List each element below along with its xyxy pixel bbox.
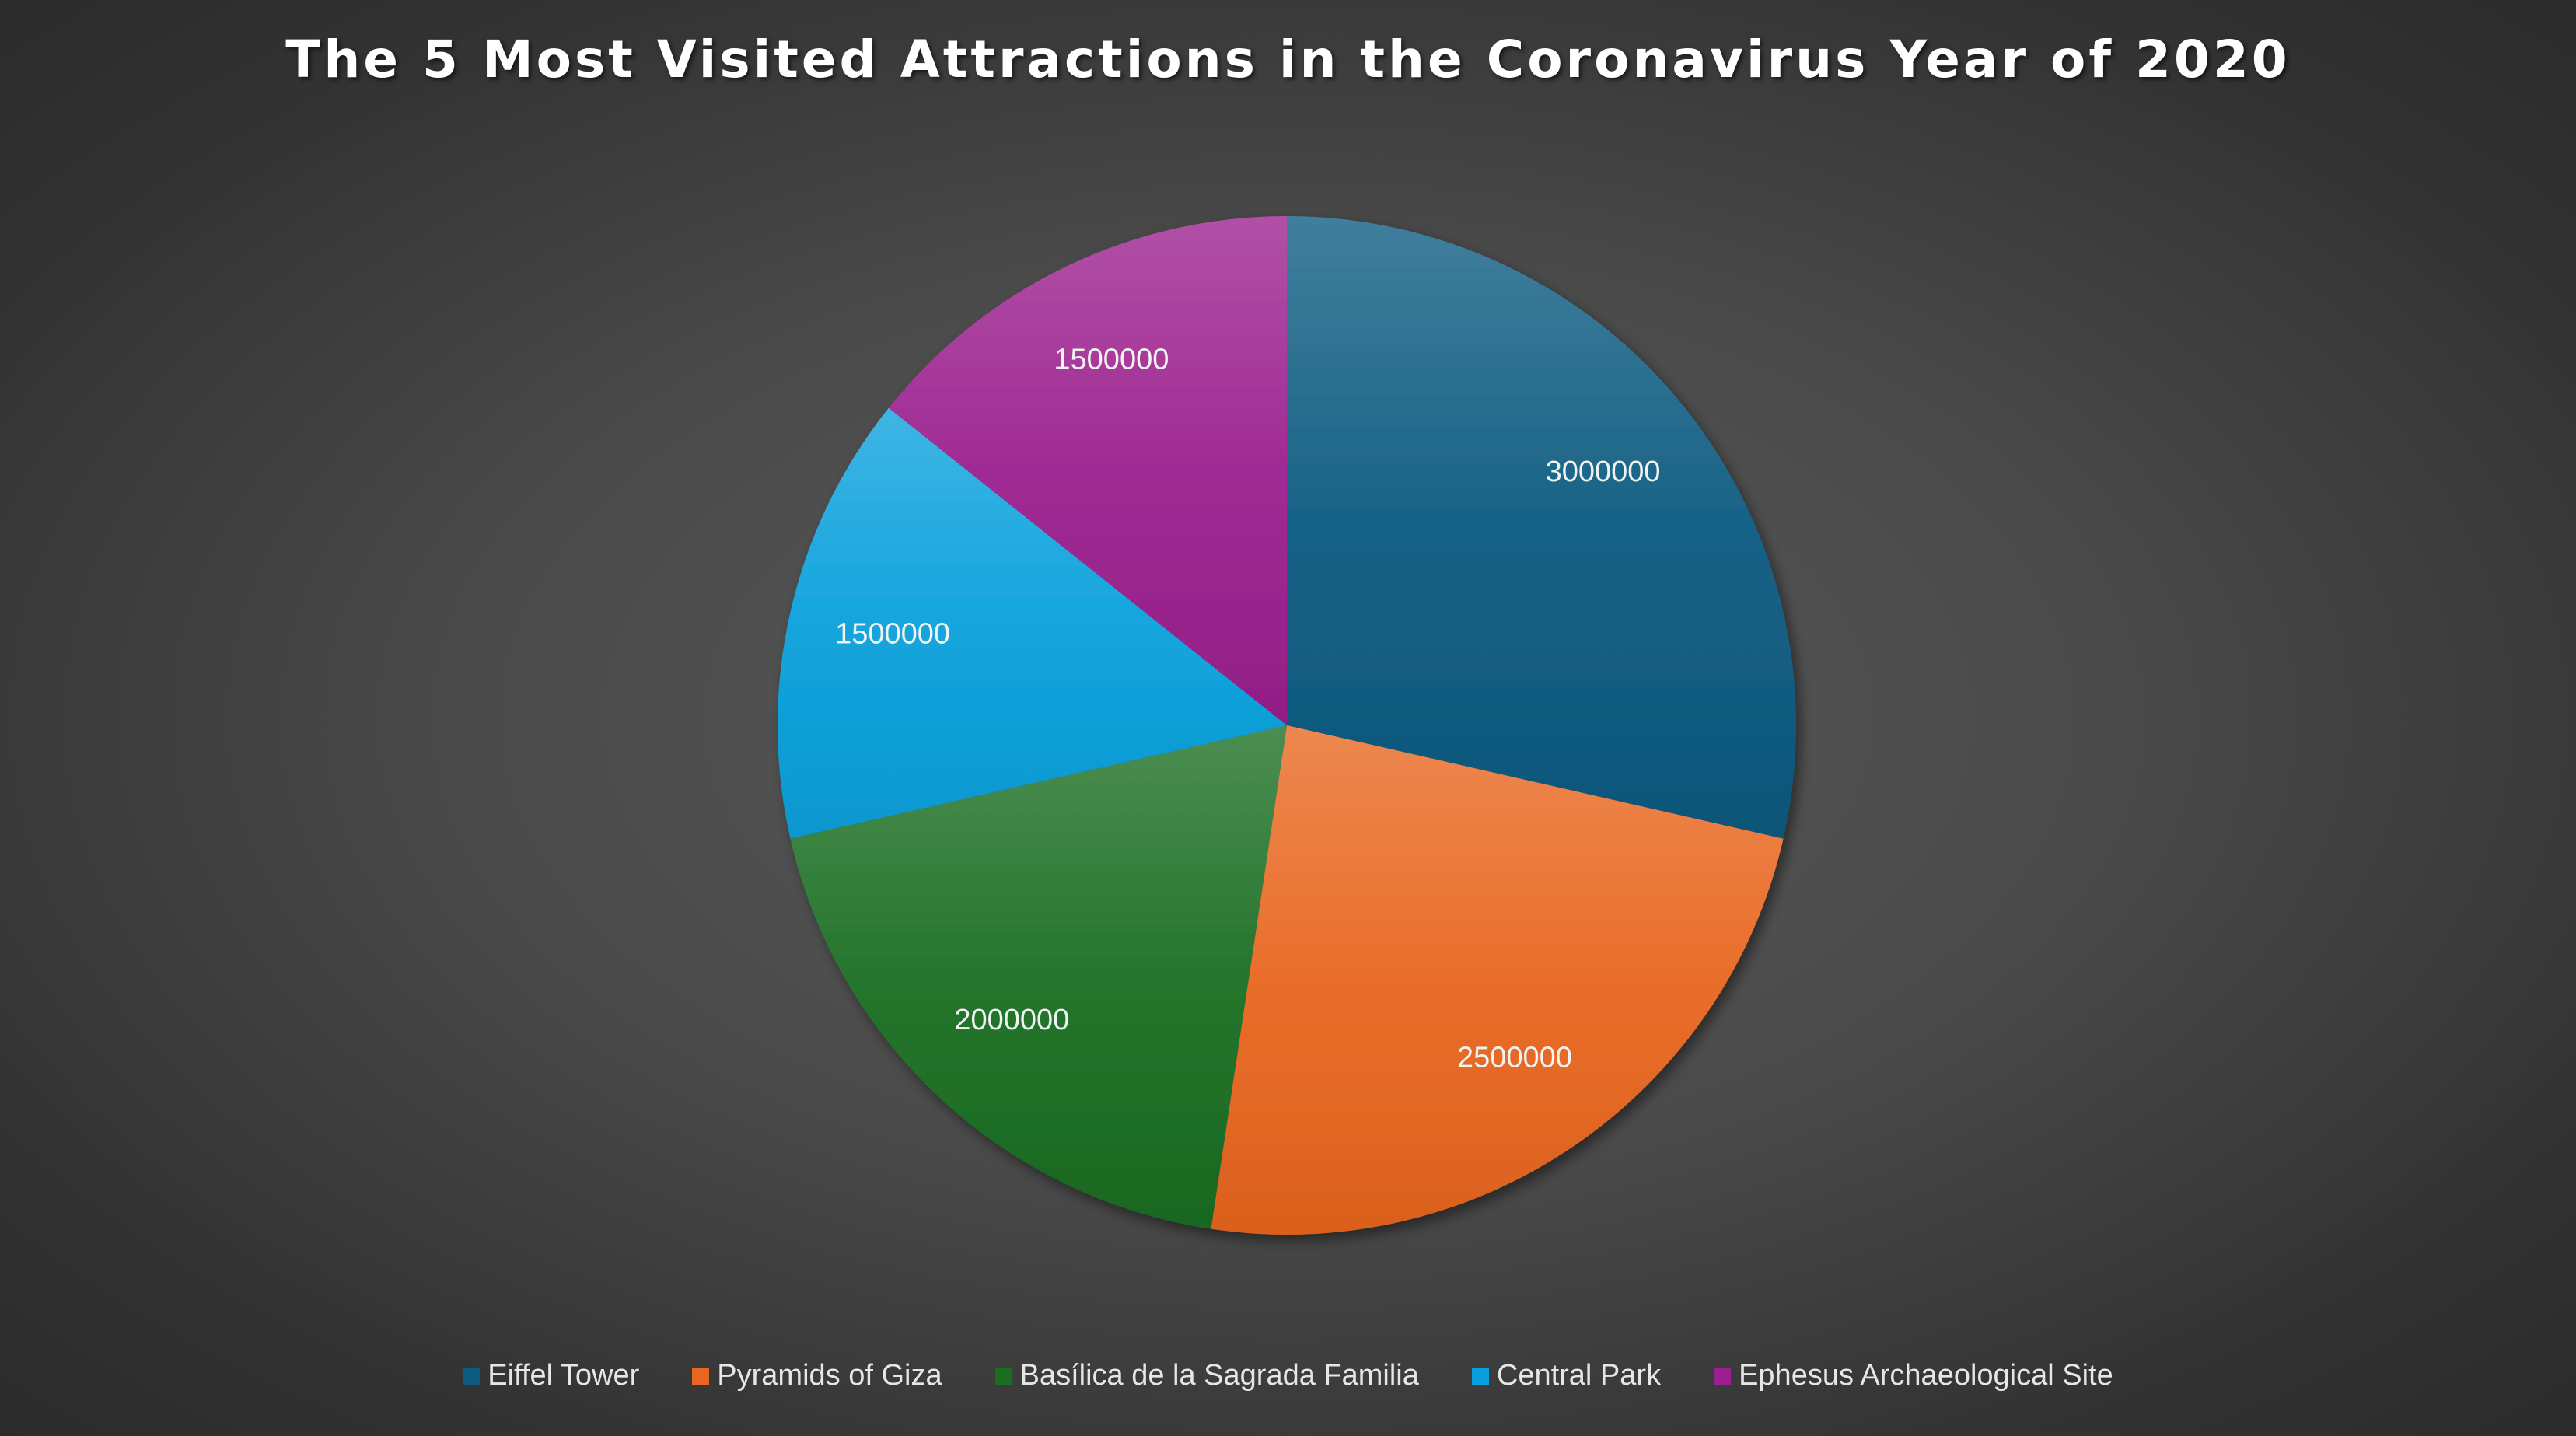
pie-slice-sagrada-familia (790, 725, 1287, 1229)
legend-item-eiffel-tower: Eiffel Tower (463, 1359, 639, 1392)
pie-slice-pyramids-of-giza (1211, 725, 1784, 1235)
pie-slice-eiffel-tower (1287, 216, 1796, 839)
pie-slice-shading (778, 407, 1287, 839)
legend-label: Central Park (1496, 1359, 1662, 1392)
legend-item-sagrada-familia: Basílica de la Sagrada Familia (994, 1359, 1419, 1392)
pie-slice-central-park (778, 407, 1287, 839)
pie-slice-ephesus (888, 216, 1287, 725)
legend-swatch (994, 1367, 1012, 1385)
pie-slice-shading (888, 216, 1287, 725)
legend-label: Eiffel Tower (488, 1359, 640, 1392)
data-label-pyramids-of-giza: 2500000 (1457, 1042, 1572, 1074)
pie-data-labels: 3000000 2500000 2000000 1500000 1500000 (835, 344, 1660, 1074)
legend-item-central-park: Central Park (1471, 1359, 1662, 1392)
pie-slices (778, 216, 1796, 1235)
pie-slice-shading (1287, 216, 1796, 839)
pie-slice-shading (790, 725, 1287, 1229)
chart-title: The 5 Most Visited Attractions in the Co… (285, 30, 2291, 89)
legend-swatch (463, 1367, 481, 1385)
legend-label: Ephesus Archaeological Site (1739, 1359, 2113, 1392)
legend-swatch (1714, 1367, 1732, 1385)
data-label-central-park: 1500000 (835, 617, 950, 650)
data-label-sagrada-familia: 2000000 (954, 1004, 1069, 1036)
data-label-eiffel-tower: 3000000 (1546, 456, 1661, 488)
legend-item-ephesus: Ephesus Archaeological Site (1714, 1359, 2113, 1392)
legend-label: Pyramids of Giza (717, 1359, 942, 1392)
legend-label: Basílica de la Sagrada Familia (1019, 1359, 1419, 1392)
pie-slice-shading (1211, 725, 1784, 1235)
chart-legend: Eiffel Tower Pyramids of Giza Basílica de … (0, 1359, 2576, 1392)
legend-item-pyramids-of-giza: Pyramids of Giza (692, 1359, 942, 1392)
legend-swatch (692, 1367, 710, 1385)
data-label-ephesus: 1500000 (1054, 344, 1169, 376)
legend-swatch (1471, 1367, 1489, 1385)
